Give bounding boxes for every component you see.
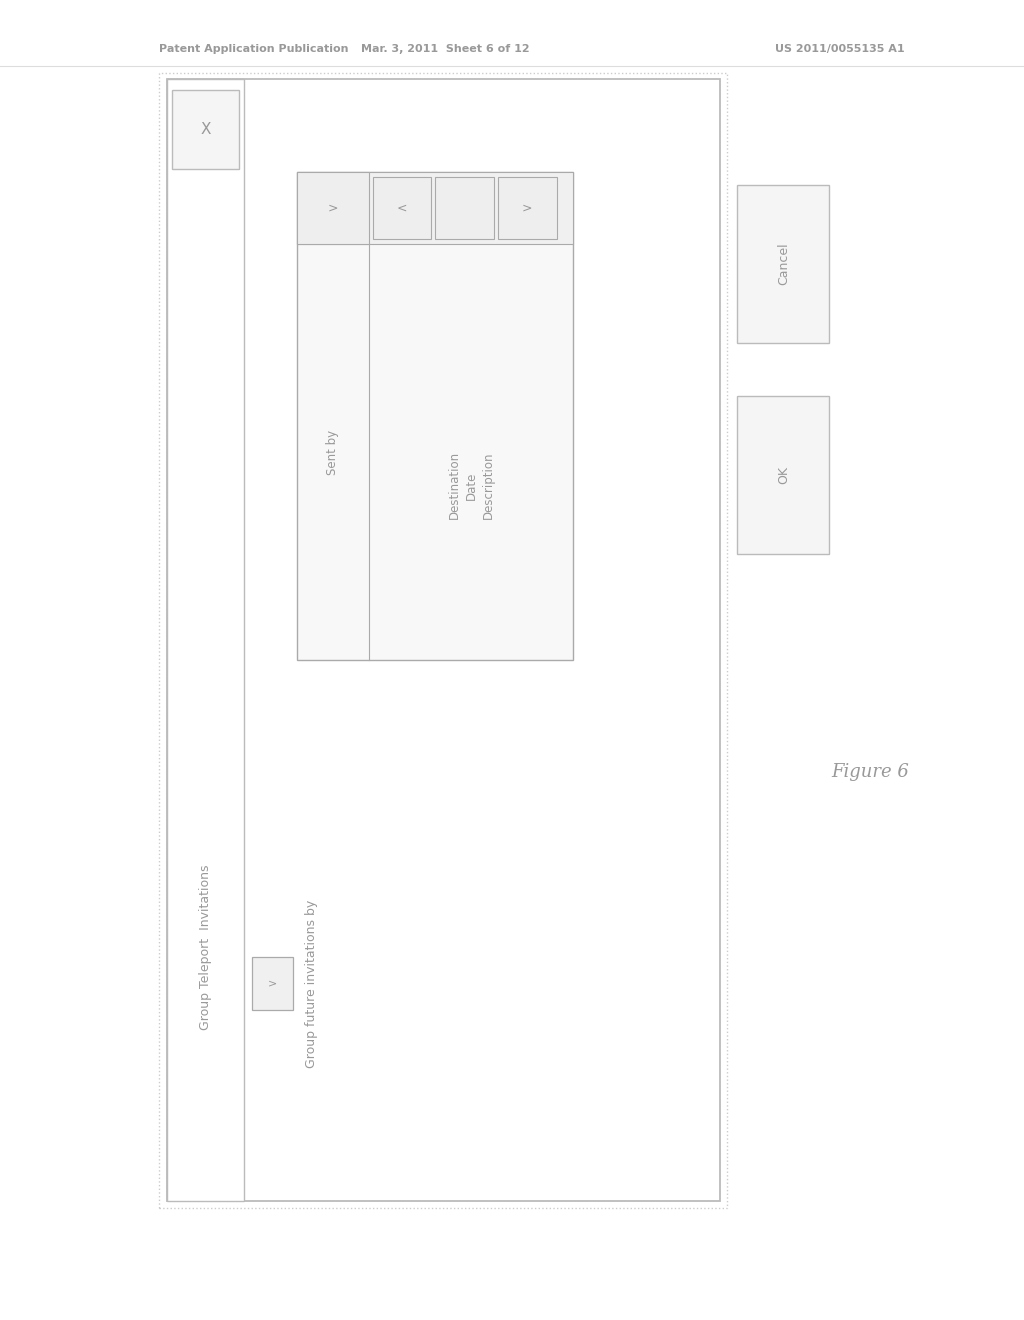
Text: Patent Application Publication: Patent Application Publication [159, 44, 348, 54]
Text: >: > [328, 202, 338, 214]
Text: Sent by: Sent by [327, 429, 339, 475]
Bar [498, 177, 556, 239]
Text: >: > [267, 978, 278, 989]
Text: X: X [200, 121, 211, 137]
Bar [373, 177, 431, 239]
Bar [159, 73, 727, 1208]
Bar [297, 172, 573, 660]
Text: >: > [522, 202, 532, 214]
Text: Group future invitations by: Group future invitations by [305, 899, 318, 1068]
Text: Figure 6: Figure 6 [831, 763, 909, 781]
Bar [252, 957, 293, 1010]
Text: Group Teleport  Invitations: Group Teleport Invitations [199, 865, 212, 1030]
Bar [737, 185, 829, 343]
Text: Destination
Date
Description: Destination Date Description [447, 451, 495, 520]
Bar [297, 172, 573, 244]
Text: US 2011/0055135 A1: US 2011/0055135 A1 [775, 44, 904, 54]
Bar [435, 177, 494, 239]
Text: Mar. 3, 2011  Sheet 6 of 12: Mar. 3, 2011 Sheet 6 of 12 [361, 44, 529, 54]
Bar [297, 172, 369, 244]
Bar [167, 79, 244, 1201]
Bar [172, 90, 239, 169]
Text: <: < [397, 202, 408, 214]
Text: OK: OK [777, 466, 790, 484]
Bar [167, 79, 720, 1201]
Text: Cancel: Cancel [777, 243, 790, 285]
Bar [737, 396, 829, 554]
